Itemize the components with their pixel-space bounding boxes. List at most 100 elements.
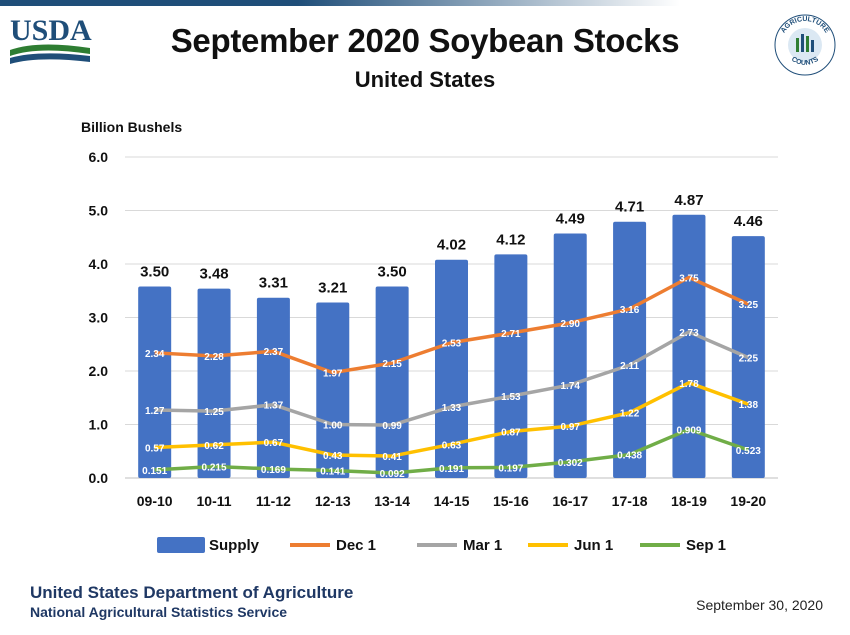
- point-label: 3.16: [620, 305, 640, 316]
- footer-org: United States Department of Agriculture: [30, 583, 354, 602]
- point-label: 1.37: [264, 401, 284, 412]
- point-label: 0.41: [382, 452, 402, 463]
- bar-supply: [138, 286, 172, 478]
- point-label: 0.909: [676, 425, 701, 436]
- soybean-stocks-chart: Billion Bushels 0.0 1.0 2.0 3.0 4.0 5.0 6.0 3.50…: [81, 119, 778, 554]
- bar-value-label: 3.31: [259, 275, 288, 292]
- bar-supply: [553, 233, 587, 478]
- y-tick-label: 1.0: [89, 417, 109, 433]
- point-label: 0.523: [736, 446, 761, 457]
- x-tick-label: 13-14: [374, 493, 410, 509]
- x-tick-label: 09-10: [137, 493, 173, 509]
- line-jun-1: [154, 381, 749, 458]
- y-tick-label: 5.0: [89, 203, 109, 219]
- x-tick-label: 19-20: [730, 493, 766, 509]
- bar-value-label: 4.02: [437, 237, 466, 254]
- point-label: 0.99: [382, 421, 402, 432]
- y-tick-label: 2.0: [89, 363, 109, 379]
- bar-value-label: 4.49: [556, 211, 585, 228]
- x-tick-label: 17-18: [612, 493, 648, 509]
- bar-value-label: 3.48: [199, 266, 228, 283]
- svg-text:COUNTS: COUNTS: [790, 56, 820, 67]
- point-label: 1.22: [620, 409, 640, 420]
- y-axis-label: Billion Bushels: [81, 119, 182, 135]
- point-label: 0.438: [617, 451, 642, 462]
- point-label: 2.90: [560, 319, 580, 330]
- point-label: 1.33: [442, 403, 462, 414]
- agriculture-counts-logo: AGRICULTURE COUNTS: [774, 14, 836, 76]
- point-label: 1.38: [739, 400, 759, 411]
- x-tick-label: 15-16: [493, 493, 529, 509]
- point-label: 2.11: [620, 361, 639, 372]
- point-label: 0.302: [558, 458, 583, 469]
- y-tick-label: 0.0: [89, 470, 109, 486]
- y-tick-label: 3.0: [89, 310, 109, 326]
- bar-value-label: 4.87: [674, 192, 703, 209]
- point-label: 0.151: [142, 466, 167, 477]
- x-tick-label: 14-15: [434, 493, 470, 509]
- point-label: 0.57: [145, 444, 165, 455]
- legend-label: Sep 1: [686, 537, 726, 554]
- point-label: 2.53: [442, 339, 462, 350]
- x-tick-label: 18-19: [671, 493, 707, 509]
- y-tick-label: 4.0: [89, 256, 109, 272]
- legend-swatch-supply: [157, 537, 205, 553]
- legend-label: Jun 1: [574, 537, 613, 554]
- point-label: 0.215: [202, 462, 227, 473]
- point-label: 1.53: [501, 392, 521, 403]
- point-label: 2.15: [382, 359, 402, 370]
- point-label: 0.141: [320, 466, 345, 477]
- bar-supply: [256, 297, 290, 478]
- footer-date: September 30, 2020: [696, 597, 823, 613]
- point-label: 0.67: [264, 438, 284, 449]
- bar-value-label: 4.46: [734, 213, 763, 230]
- x-tick-label: 12-13: [315, 493, 351, 509]
- point-label: 0.62: [204, 441, 224, 452]
- chart-subtitle: United States: [354, 67, 496, 92]
- bar-supply: [316, 302, 350, 478]
- usda-logo-text: USDA: [10, 14, 92, 47]
- line-mar-1: [154, 330, 750, 427]
- x-tick-label: 16-17: [552, 493, 588, 509]
- x-tick-label: 10-11: [197, 493, 232, 509]
- bar-supply: [435, 259, 468, 478]
- point-label: 0.197: [498, 463, 523, 474]
- point-label: 2.71: [501, 329, 521, 340]
- bar-supply: [613, 221, 647, 479]
- point-label: 2.34: [145, 349, 165, 360]
- point-label: 2.25: [739, 354, 759, 365]
- footer-sub-org: National Agricultural Statistics Service: [30, 604, 288, 620]
- bar-supply: [375, 286, 409, 478]
- bar-supply: [672, 214, 706, 478]
- bar-supply: [494, 254, 528, 478]
- point-label: 3.25: [739, 300, 759, 311]
- bar-value-label: 3.50: [140, 263, 169, 280]
- point-label: 3.75: [679, 273, 699, 284]
- point-label: 0.63: [442, 440, 462, 451]
- point-label: 1.97: [323, 369, 343, 380]
- top-stripe: [0, 0, 850, 6]
- bar-value-label: 4.71: [615, 199, 644, 216]
- point-label: 2.28: [204, 352, 224, 363]
- bar-value-label: 3.50: [378, 263, 407, 280]
- usda-logo: USDA: [10, 14, 92, 64]
- point-label: 1.27: [145, 406, 165, 417]
- x-tick-label: 11-12: [256, 493, 291, 509]
- point-label: 1.78: [679, 379, 699, 390]
- point-label: 1.74: [560, 381, 580, 392]
- line-dec-1: [154, 275, 750, 375]
- bar-supply: [197, 288, 231, 478]
- point-label: 0.169: [261, 465, 286, 476]
- point-label: 0.191: [439, 464, 464, 475]
- point-label: 2.73: [679, 328, 699, 339]
- point-label: 0.87: [501, 427, 521, 438]
- legend-label: Dec 1: [336, 537, 376, 554]
- line-sep-1: [154, 427, 749, 475]
- point-label: 2.37: [264, 347, 284, 358]
- point-label: 0.43: [323, 451, 343, 462]
- bar-value-label: 4.12: [496, 231, 525, 248]
- point-label: 1.25: [204, 407, 224, 418]
- y-tick-label: 6.0: [89, 149, 109, 165]
- point-label: 1.00: [323, 421, 343, 432]
- legend-label: Mar 1: [463, 537, 502, 554]
